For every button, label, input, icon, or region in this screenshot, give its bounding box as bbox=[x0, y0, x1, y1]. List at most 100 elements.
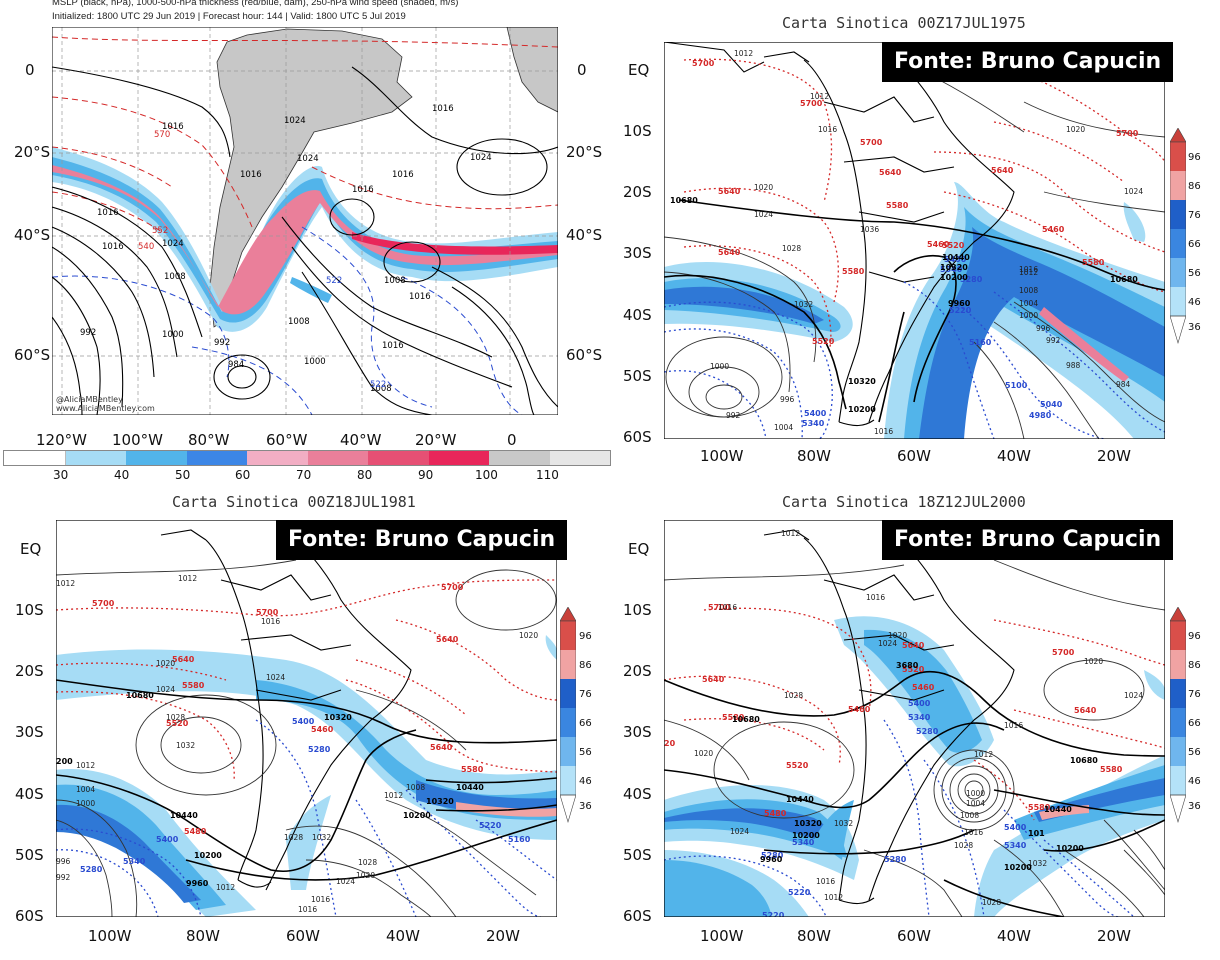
p1-colorbar-seg bbox=[247, 451, 308, 465]
p1-contour-label: 1024 bbox=[470, 153, 492, 163]
panel-4-title: Carta Sinotica 18Z12JUL2000 bbox=[782, 493, 1026, 511]
p2-label-height: 10320 bbox=[848, 377, 876, 386]
p3-xtick: 100W bbox=[88, 927, 132, 945]
p4-label-black: 1032 bbox=[1028, 859, 1047, 868]
p1-contour-label: 1016 bbox=[409, 292, 431, 302]
p4-label-black: 1004 bbox=[966, 799, 985, 808]
p1-contour-label: 1008 bbox=[288, 317, 310, 327]
p4-label-height: 10200 bbox=[1056, 844, 1084, 853]
p4-colorbar-label: 76 bbox=[1188, 689, 1201, 700]
p2-label-red: 5460 bbox=[927, 240, 950, 249]
p3-label-black: 992 bbox=[56, 873, 71, 882]
p2-label-black: 1024 bbox=[754, 210, 773, 219]
p1-contour-label: 1016 bbox=[382, 341, 404, 351]
panel-1-map-canvas: 1016 1024 1016 1016 1016 1024 1016 1024 … bbox=[52, 27, 558, 415]
p4-label-blue: 5340 bbox=[792, 838, 815, 847]
p4-ytick: 60S bbox=[623, 907, 652, 925]
p3-label-red: 5640 bbox=[172, 655, 195, 664]
p2-label-black: 996 bbox=[780, 395, 795, 404]
p2-label-red: 5700 bbox=[860, 138, 883, 147]
p2-label-red: 5520 bbox=[812, 337, 835, 346]
p1-thickness-label: 522 bbox=[326, 276, 342, 286]
p3-colorbar-label: 56 bbox=[579, 747, 592, 758]
p2-label-black: 1020 bbox=[754, 183, 773, 192]
p3-label-black: 1024 bbox=[156, 685, 175, 694]
p3-label-red: 5700 bbox=[92, 599, 115, 608]
p4-label-red: 5580 bbox=[1100, 765, 1123, 774]
p2-label-black: 1032 bbox=[794, 300, 813, 309]
p2-label-red: 5640 bbox=[879, 168, 902, 177]
p1-contour-label: 1008 bbox=[384, 276, 406, 286]
p3-ytick: 20S bbox=[15, 662, 44, 680]
p1-contour-label: 1016 bbox=[392, 170, 414, 180]
p2-colorbar-label: 36 bbox=[1188, 322, 1201, 333]
p1-contour-label: 1016 bbox=[102, 242, 124, 252]
p2-ytick: 10S bbox=[623, 122, 652, 140]
p4-ytick: 40S bbox=[623, 785, 652, 803]
p3-label-height: 9960 bbox=[186, 879, 209, 888]
p4-label-black: 1008 bbox=[960, 811, 979, 820]
panel-4-map-canvas: 5700 5640 5580 5520 5460 5520 5480 5700 … bbox=[664, 520, 1165, 917]
p2-label-red: 5520 bbox=[942, 241, 965, 250]
p1-contour-label: 1016 bbox=[97, 208, 119, 218]
p3-label-red: 5460 bbox=[311, 725, 334, 734]
p3-label-blue: 5220 bbox=[479, 821, 502, 830]
p3-xtick: 40W bbox=[386, 927, 420, 945]
panel-1-header-line-2: Initialized: 1800 UTC 29 Jun 2019 | Fore… bbox=[52, 11, 406, 22]
p1-colorbar-label: 30 bbox=[53, 468, 69, 482]
p4-label-red: 5700 bbox=[1052, 648, 1075, 657]
p1-colorbar-seg bbox=[65, 451, 126, 465]
p3-ytick: 10S bbox=[15, 601, 44, 619]
p3-label-black: 1028 bbox=[284, 833, 303, 842]
p1-contour-label: 1024 bbox=[162, 239, 184, 249]
p1-colorbar-label: 100 bbox=[475, 468, 498, 482]
p3-colorbar-label: 36 bbox=[579, 801, 592, 812]
p2-label-black: 992 bbox=[726, 411, 741, 420]
p3-label-red: 5580 bbox=[182, 681, 205, 690]
p1-colorbar-label: 60 bbox=[235, 468, 251, 482]
p1-xtick: 80°W bbox=[188, 431, 230, 449]
p3-label-red: 5480 bbox=[184, 827, 207, 836]
p1-colorbar-label: 80 bbox=[357, 468, 373, 482]
p2-label-blue: 5340 bbox=[940, 265, 963, 274]
p1-contour-label: 1008 bbox=[370, 384, 392, 394]
p1-colorbar-seg bbox=[368, 451, 429, 465]
p4-label-blue: 5400 bbox=[908, 699, 931, 708]
p3-colorbar-label: 66 bbox=[579, 718, 592, 729]
p4-label-red: 5700 bbox=[708, 603, 731, 612]
p1-xtick: 40°W bbox=[340, 431, 382, 449]
p4-label-black: 1020 bbox=[888, 631, 907, 640]
p4-label-black: 1028 bbox=[784, 691, 803, 700]
p1-contour-label: 1016 bbox=[432, 104, 454, 114]
p4-label-red: 5520 bbox=[786, 761, 809, 770]
p3-label-blue: 5400 bbox=[156, 835, 179, 844]
p4-label-black: 1020 bbox=[694, 749, 713, 758]
p1-colorbar-seg bbox=[489, 451, 550, 465]
p2-label-black: 1000 bbox=[1019, 311, 1038, 320]
p2-label-red: 5640 bbox=[718, 187, 741, 196]
p1-ytick-left: 20°S bbox=[14, 143, 51, 161]
p3-label-height: 10440 bbox=[456, 783, 484, 792]
p2-ytick: 30S bbox=[623, 244, 652, 262]
p2-label-blue: 4980 bbox=[1029, 411, 1052, 420]
panel-2-source-badge: Fonte: Bruno Capucin bbox=[882, 42, 1174, 82]
p3-label-black: 1028 bbox=[358, 858, 377, 867]
p1-ytick-left: 0 bbox=[25, 61, 35, 79]
p4-label-red: 20 bbox=[664, 739, 676, 748]
p2-ytick: 20S bbox=[623, 183, 652, 201]
p3-label-height: 10200 bbox=[403, 811, 431, 820]
p3-label-black: 1000 bbox=[76, 799, 95, 808]
p4-label-height: 3680 bbox=[896, 661, 919, 670]
p4-label-black: 1016 bbox=[964, 828, 983, 837]
p3-colorbar-label: 76 bbox=[579, 689, 592, 700]
p1-contour-label: 1024 bbox=[284, 116, 306, 126]
p4-label-black: 1012 bbox=[974, 750, 993, 759]
p4-label-black: 1028 bbox=[982, 898, 1001, 907]
p3-label-black: 1020 bbox=[519, 631, 538, 640]
p1-contour-label: 1016 bbox=[162, 122, 184, 132]
p2-label-blue: 5100 bbox=[1005, 381, 1028, 390]
p3-label-black: 1032 bbox=[176, 741, 195, 750]
p3-ytick: 40S bbox=[15, 785, 44, 803]
p2-colorbar-label: 46 bbox=[1188, 297, 1201, 308]
p2-colorbar-label: 66 bbox=[1188, 239, 1201, 250]
